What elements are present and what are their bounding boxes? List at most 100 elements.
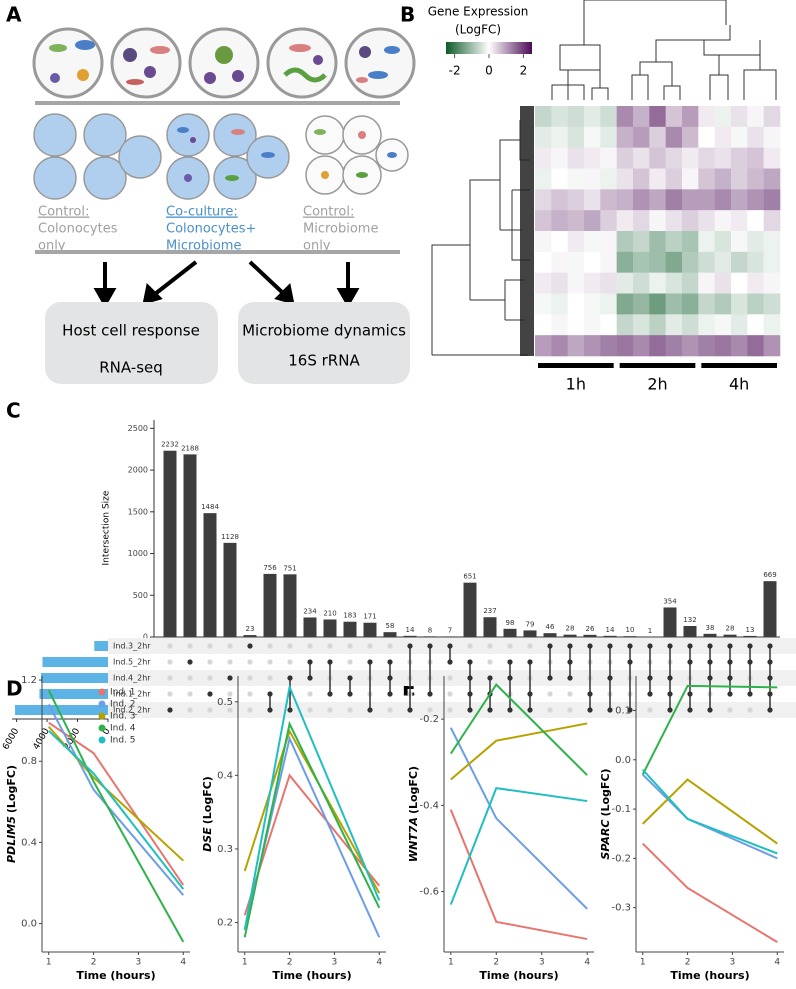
bar-label: 183: [343, 612, 356, 620]
heat-cell: [633, 335, 650, 357]
membership-dot: [647, 691, 653, 697]
x-tick-label: 3: [136, 958, 142, 968]
bar-label: 1128: [221, 533, 239, 541]
heat-cell: [682, 314, 699, 336]
heat-cell: [567, 272, 585, 294]
empty-dot: [207, 659, 213, 665]
heat-cell: [584, 272, 601, 294]
membership-dot: [347, 675, 353, 681]
membership-dot: [727, 643, 733, 649]
x-tick-label: 2: [91, 958, 97, 968]
y-tick-label: -0.4: [419, 800, 439, 811]
heat-cell: [616, 147, 634, 169]
y-axis-label: SPARC (LogFC): [599, 768, 612, 859]
empty-dot: [507, 643, 513, 649]
heat-cell: [698, 210, 715, 232]
membership-dot: [727, 691, 733, 697]
bar: [343, 621, 357, 637]
membership-dot: [727, 675, 733, 681]
bar: [563, 634, 577, 637]
row-dendrogram: [431, 106, 534, 356]
bar: [683, 625, 697, 637]
heat-cell: [698, 106, 715, 128]
heat-cell: [763, 293, 781, 315]
heat-cell: [747, 231, 764, 253]
unit: (LogFC): [5, 765, 18, 813]
heat-cell: [698, 147, 715, 169]
heat-cell: [551, 272, 568, 294]
empty-dot: [347, 707, 353, 713]
bar: [363, 622, 377, 637]
membership-dot: [247, 643, 253, 649]
empty-dot: [447, 675, 453, 681]
empty-dot: [487, 643, 493, 649]
bar: [543, 633, 557, 637]
x-tick-label: 2: [493, 958, 499, 968]
heat-cell: [747, 189, 764, 211]
membership-dot: [687, 691, 693, 697]
empty-dot: [207, 707, 213, 713]
heat-cell: [633, 106, 650, 128]
series-line: [449, 809, 588, 941]
x-axis-label: Time (hours): [479, 969, 558, 982]
membership-dot: [647, 643, 653, 649]
membership-dot: [367, 659, 373, 665]
empty-dot: [167, 691, 173, 697]
heat-cell: [763, 147, 781, 169]
bar: [483, 617, 497, 637]
set-bar: [94, 641, 108, 651]
bar-label: 7: [448, 626, 452, 634]
colonocyte-wells: [33, 113, 290, 200]
heat-cell: [600, 272, 617, 294]
series-line: [243, 720, 381, 938]
empty-dot: [207, 643, 213, 649]
heat-cell: [584, 168, 601, 190]
membership-dot: [707, 707, 713, 713]
bar: [223, 542, 237, 637]
bar-label: 58: [386, 622, 395, 630]
empty-dot: [227, 643, 233, 649]
heat-cell: [714, 168, 732, 190]
heat-cell: [600, 293, 617, 315]
bar: [623, 636, 637, 637]
series-line: [449, 727, 588, 910]
group-text: Colonocytes+: [166, 222, 256, 237]
heat-cell: [649, 189, 666, 211]
heat-cell: [763, 189, 781, 211]
bar-label: 46: [546, 623, 555, 631]
y-axis-label: WNT7A (LogFC): [407, 766, 420, 862]
x-tick-label: 4: [774, 958, 780, 968]
heat-cell: [551, 210, 568, 232]
heat-cell: [584, 293, 601, 315]
heat-cell: [616, 335, 634, 357]
output-title: Host cell response: [62, 322, 200, 340]
x-axis-label: Time (hours): [670, 969, 749, 982]
heat-cell: [698, 335, 715, 357]
heat-cell: [633, 251, 650, 273]
y-tick-label: 2500: [128, 424, 148, 433]
heatmap: Gene Expression (LogFC) -2 0 2 1h 2h 4h: [428, 5, 781, 394]
empty-dot: [447, 691, 453, 697]
set-bar: [42, 657, 108, 667]
bar-label: 2188: [181, 444, 199, 452]
heat-cell: [551, 293, 568, 315]
group-text: Microbiome: [166, 239, 241, 254]
gene-name: WNT7A: [407, 817, 420, 862]
arrows: [93, 260, 360, 309]
bar: [763, 581, 777, 637]
legend-label: Ind. 2: [110, 700, 136, 710]
series-line: [449, 787, 588, 905]
legend-swatch: [98, 724, 106, 732]
heat-cell: [665, 293, 683, 315]
x-axis-label: Time (hours): [76, 969, 155, 982]
empty-dot: [747, 707, 753, 713]
membership-dot: [327, 659, 333, 665]
empty-dot: [307, 691, 313, 697]
set-label: Ind.5_2hr: [113, 658, 151, 667]
heat-cell: [633, 126, 650, 148]
empty-dot: [267, 643, 273, 649]
series-line: [641, 768, 778, 855]
heat-cell: [731, 231, 748, 253]
empty-dot: [527, 643, 533, 649]
